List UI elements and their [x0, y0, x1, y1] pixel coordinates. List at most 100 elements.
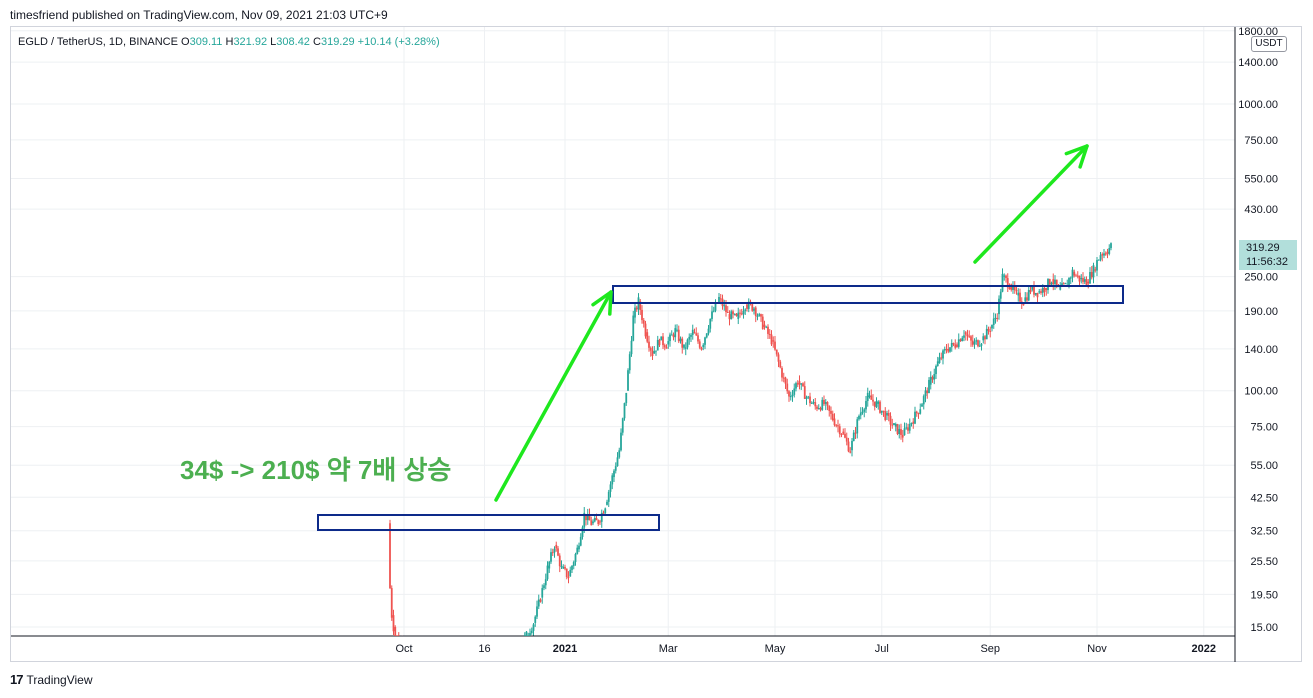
candle-body — [515, 643, 517, 644]
candle-body — [907, 427, 909, 431]
candle-body — [599, 521, 601, 523]
candle-body — [873, 401, 876, 407]
candle-body — [915, 411, 918, 414]
candle-body — [893, 423, 895, 426]
candle-body — [445, 683, 447, 684]
candle-body — [924, 390, 927, 397]
currency-badge[interactable]: USDT — [1251, 36, 1287, 52]
price-tick-label: 1400.00 — [1238, 57, 1278, 69]
candle-body — [569, 569, 572, 577]
candle-body — [858, 415, 860, 420]
candle-body — [604, 508, 607, 514]
candle-body — [412, 655, 414, 656]
candle-body — [1001, 273, 1004, 292]
candle-body — [928, 379, 930, 394]
candle-body — [982, 336, 985, 341]
candle-body — [529, 633, 531, 636]
candle-body — [449, 680, 451, 684]
price-tick-label: 190.00 — [1244, 306, 1278, 318]
candle-body — [866, 392, 869, 402]
last-price-tag: 319.29 11:56:32 — [1239, 240, 1297, 270]
candle-body — [901, 434, 904, 438]
candle-body — [646, 332, 649, 342]
candle-body — [950, 342, 953, 348]
price-tick-label: 25.50 — [1250, 556, 1278, 568]
candle-body — [621, 418, 624, 433]
candle-body — [798, 381, 801, 385]
candle-body — [961, 337, 964, 342]
candle-body — [606, 501, 608, 505]
candle-body — [392, 615, 395, 632]
candle-body — [999, 291, 1002, 299]
candle-body — [705, 333, 708, 338]
candle-body — [942, 350, 944, 359]
candle-body — [810, 402, 813, 404]
candle-body — [1034, 292, 1037, 295]
tradingview-logo-icon: 17 — [10, 672, 24, 687]
candle-body — [653, 351, 656, 354]
candle-body — [1041, 287, 1044, 293]
time-tick-label: 2022 — [1192, 643, 1216, 655]
candle-body — [632, 315, 635, 341]
candle-body — [952, 342, 955, 345]
candle-body — [548, 561, 551, 569]
time-tick-label: Jul — [875, 643, 889, 655]
candle-body — [477, 690, 479, 691]
candle-body — [452, 683, 454, 688]
candle-body — [704, 337, 706, 345]
candle-body — [978, 345, 981, 347]
arrow-breakout-2 — [973, 144, 1089, 264]
candle-body — [1050, 282, 1053, 285]
candle-body — [865, 401, 867, 410]
candle-body — [630, 340, 633, 355]
candle-body — [642, 320, 645, 324]
candle-body — [505, 655, 507, 656]
candle-body — [578, 545, 580, 550]
candle-body — [733, 313, 736, 315]
candle-body — [877, 401, 880, 404]
candle-body — [1013, 285, 1016, 291]
candle-body — [845, 437, 848, 442]
candle-body — [954, 344, 957, 348]
candle-body — [709, 318, 712, 329]
symbol-legend: EGLD / TetherUS, 1D, BINANCE O309.11 H32… — [18, 36, 440, 48]
candle-body — [1090, 272, 1093, 278]
candle-body — [443, 683, 445, 687]
candle-body — [1094, 269, 1097, 271]
candle-body — [656, 339, 659, 351]
candle-body — [491, 669, 493, 675]
candle-body — [959, 339, 962, 342]
candle-body — [485, 678, 487, 684]
candle-body — [882, 410, 885, 412]
candle-body — [849, 451, 852, 453]
candle-body — [702, 344, 705, 348]
candle-body — [1103, 253, 1105, 256]
candle-body — [1047, 279, 1049, 291]
candle-body — [525, 631, 528, 636]
symbol-name[interactable]: EGLD / TetherUS, 1D, BINANCE — [18, 36, 178, 48]
candle-body — [1073, 271, 1076, 276]
candle-body — [1071, 269, 1074, 278]
candle-body — [970, 336, 972, 341]
candle-body — [586, 514, 589, 521]
candle-body — [681, 338, 684, 348]
candle-body — [826, 402, 829, 406]
candle-body — [607, 491, 610, 502]
candle-body — [1083, 279, 1086, 282]
candle-body — [984, 336, 986, 340]
candle-body — [971, 340, 974, 345]
candle-body — [618, 450, 621, 458]
candle-body — [730, 311, 733, 320]
candle-body — [835, 425, 838, 427]
candle-body — [884, 411, 887, 421]
candle-body — [1076, 275, 1079, 277]
candle-body — [1005, 275, 1007, 279]
candle-body — [770, 334, 773, 345]
candle-body — [684, 347, 687, 349]
candle-body — [560, 565, 563, 567]
candle-body — [613, 470, 615, 478]
time-tick-label: Nov — [1087, 643, 1107, 655]
footer-brand[interactable]: TradingView — [26, 672, 93, 687]
candle-body — [473, 688, 475, 689]
